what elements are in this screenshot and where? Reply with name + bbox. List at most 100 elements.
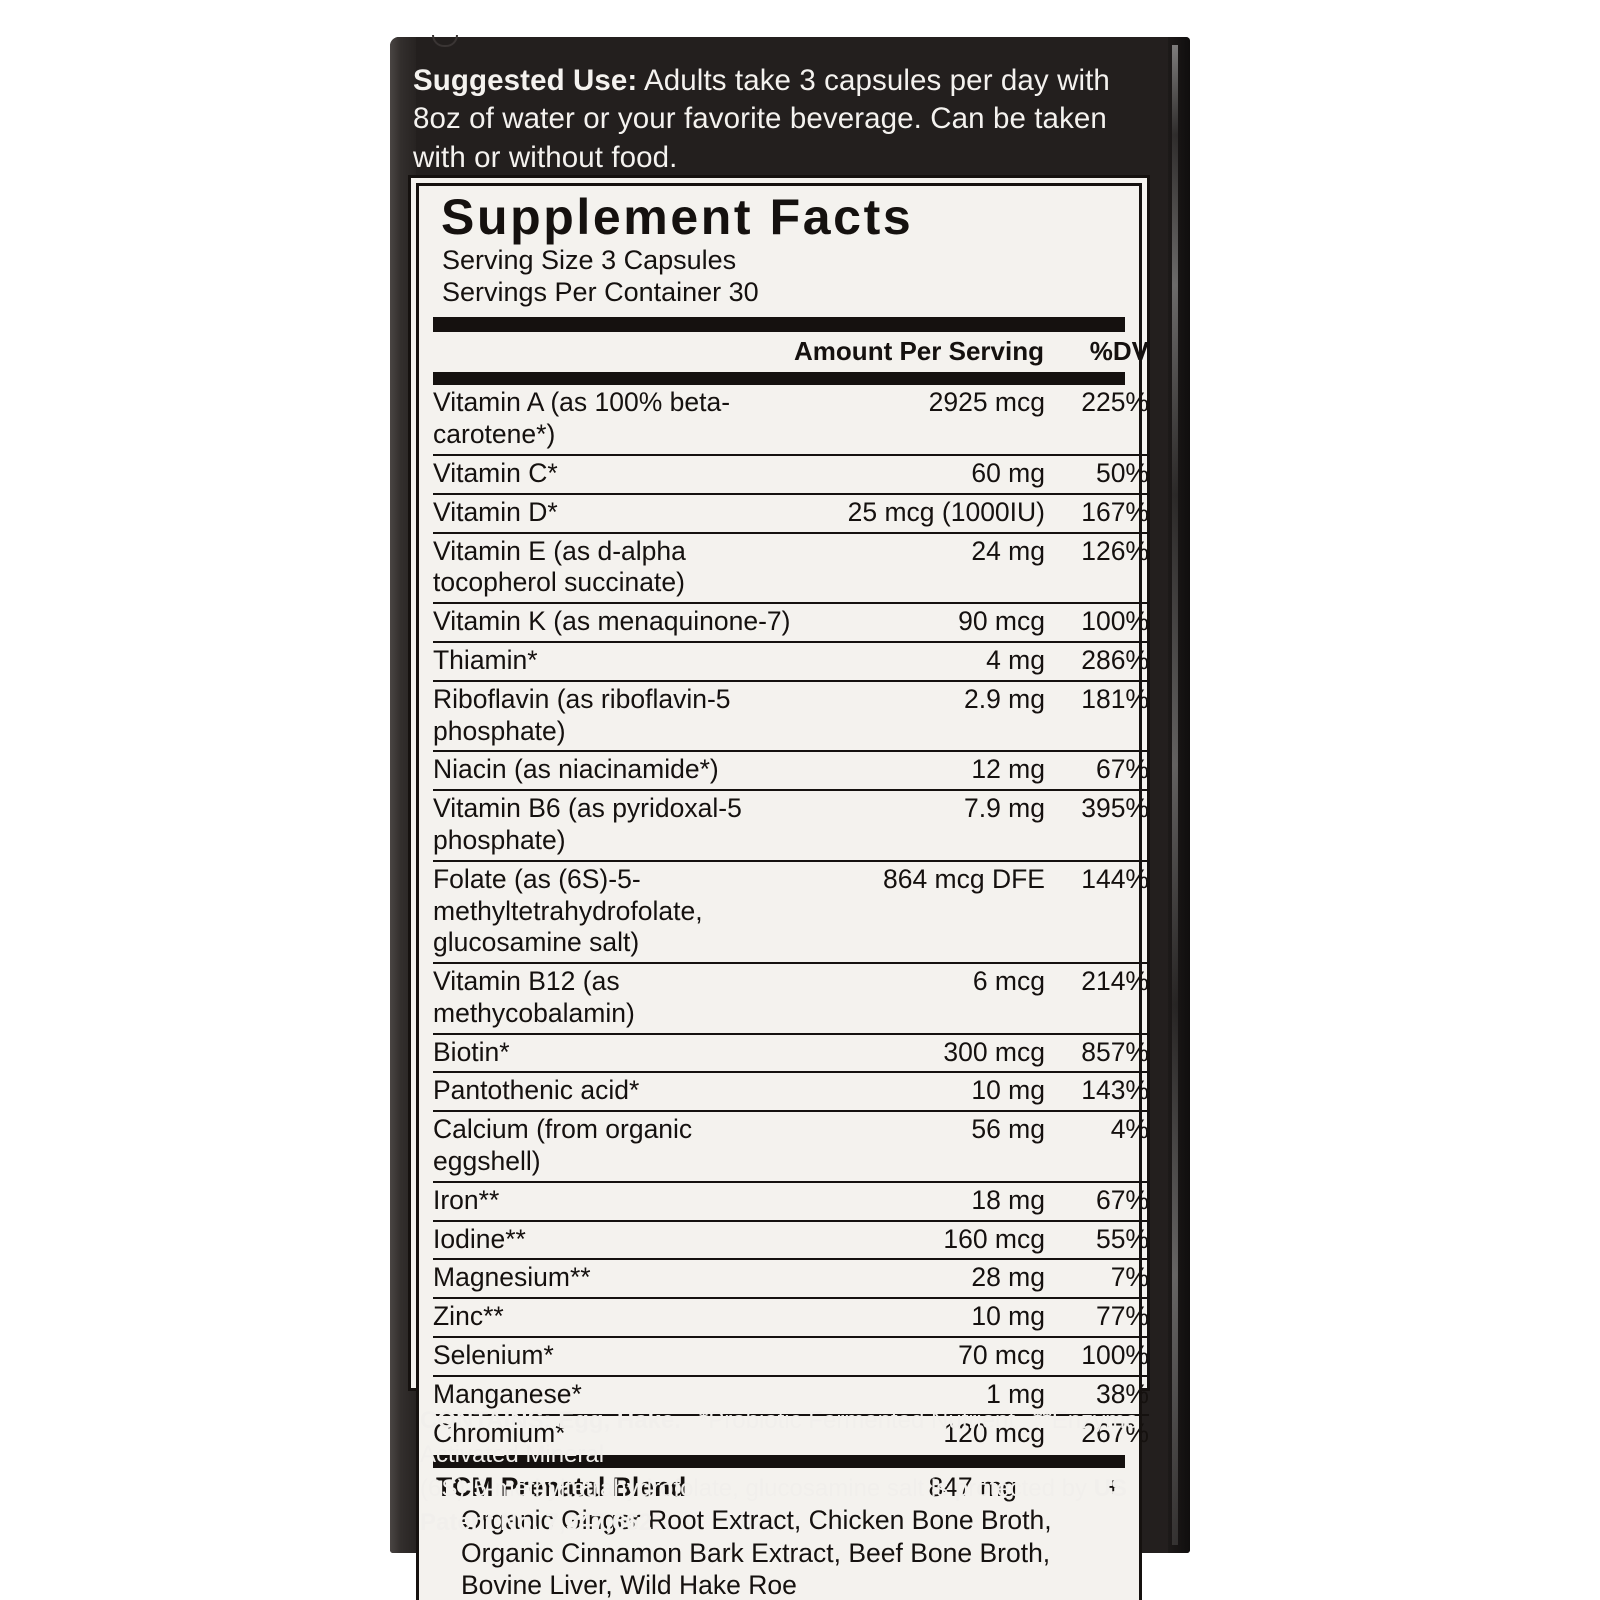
nutrient-amount: 18 mg xyxy=(793,1181,1045,1222)
blend-amount: 847 mg xyxy=(928,1472,1017,1503)
nutrient-amount: 2.9 mg xyxy=(793,680,1045,753)
supplement-facts-title: Supplement Facts xyxy=(441,189,914,245)
nutrient-amount: 70 mcg xyxy=(793,1337,1045,1377)
nutrient-name: Thiamin* xyxy=(433,641,793,682)
nutrient-dv: 857% xyxy=(1045,1033,1149,1074)
nutrient-amount: 28 mg xyxy=(793,1259,1045,1300)
table-row: Vitamin A (as 100% beta-carotene*) 2925 m… xyxy=(433,385,1149,456)
table-row: Vitamin C* 60 mg 50% xyxy=(433,454,1149,495)
nutrient-dv: 144% xyxy=(1045,860,1149,965)
supplement-facts-inner: Supplement Facts Serving Size 3 Capsules… xyxy=(416,183,1149,1600)
nutrient-amount: 24 mg xyxy=(793,532,1045,605)
nutrient-name: Zinc** xyxy=(433,1298,793,1339)
patent-number: US Patent No. 7,947,662 xyxy=(420,1475,1127,1537)
nutrient-amount: 60 mg xyxy=(793,454,1045,495)
footnote-line-1: CONTAINS: Egg, Hake. *Probiotic Fermented… xyxy=(420,1404,1150,1472)
nutrient-dv: 77% xyxy=(1045,1298,1149,1339)
nutrient-rows-table: Vitamin A (as 100% beta-carotene*) 2925 m… xyxy=(433,385,1149,1452)
nutrient-dv: 100% xyxy=(1045,1337,1149,1377)
nutrient-dv: 50% xyxy=(1045,454,1149,495)
supplement-facts-box: Supplement Facts Serving Size 3 Capsules… xyxy=(416,183,1149,1600)
nutrient-amount: 6 mcg xyxy=(793,963,1045,1035)
carton-top-notch xyxy=(432,35,458,47)
blend-name: TCM Prenatal Blend xyxy=(436,1472,687,1503)
suggested-use-text: Adults take 3 capsules per day with 8oz … xyxy=(413,64,1110,174)
nutrient-name: Folate (as (6S)-5-methyltetrahydrofolate… xyxy=(433,860,793,965)
footnote-line-2: (6S)-5-methyltetrahydrofolate, glucosami… xyxy=(420,1472,1150,1540)
nutrient-name: Magnesium** xyxy=(433,1259,793,1300)
suggested-use-block: Suggested Use: Adults take 3 capsules pe… xyxy=(413,62,1143,177)
nutrient-name: Vitamin K (as menaquinone-7) xyxy=(433,603,793,643)
nutrient-dv: 286% xyxy=(1045,641,1149,682)
table-row: Calcium (from organic eggshell) 56 mg 4% xyxy=(433,1111,1149,1183)
nutrient-amount: 160 mcg xyxy=(793,1220,1045,1261)
nutrient-dv: 100% xyxy=(1045,603,1149,643)
nutrient-amount: 4 mg xyxy=(793,641,1045,682)
footnotes-block: CONTAINS: Egg, Hake. *Probiotic Fermented… xyxy=(420,1404,1150,1540)
nutrient-dv: 214% xyxy=(1045,963,1149,1035)
nutrient-name: Pantothenic acid* xyxy=(433,1072,793,1113)
nutrition-table: Amount Per Serving %DV xyxy=(433,332,1149,372)
contains-allergens: CONTAINS: Egg, Hake. xyxy=(420,1407,681,1434)
supplement-facts-panel: Supplement Facts Serving Size 3 Capsules… xyxy=(408,175,1150,1600)
table-row: Magnesium** 28 mg 7% xyxy=(433,1259,1149,1300)
nutrient-amount: 12 mg xyxy=(793,751,1045,792)
blend-header-row: TCM Prenatal Blend 847 mg + xyxy=(433,1468,1125,1503)
table-row: Riboflavin (as riboflavin-5 phosphate) 2.… xyxy=(433,680,1149,753)
nutrient-dv: 167% xyxy=(1045,493,1149,534)
nutrient-name: Chromium* xyxy=(433,1417,566,1448)
header-blank xyxy=(433,332,793,372)
nutrient-dv: 143% xyxy=(1045,1072,1149,1113)
table-row: Pantothenic acid* 10 mg 143% xyxy=(433,1072,1149,1113)
table-row: Zinc** 10 mg 77% xyxy=(433,1298,1149,1339)
patent-text: (6S)-5-methyltetrahydrofolate, glucosami… xyxy=(420,1475,1094,1503)
nutrient-amount: 120 mcg xyxy=(943,1417,1045,1448)
nutrient-amount: 25 mcg (1000IU) xyxy=(793,493,1045,534)
table-row: Vitamin E (as d-alpha tocopherol succina… xyxy=(433,532,1149,605)
table-row: Biotin* 300 mcg 857% xyxy=(433,1033,1149,1074)
table-row: Folate (as (6S)-5-methyltetrahydrofolate… xyxy=(433,860,1149,965)
nutrient-amount: 10 mg xyxy=(793,1298,1045,1339)
nutrient-dv: 38% xyxy=(1045,1375,1149,1416)
header-amount-per-serving: Amount Per Serving xyxy=(794,336,1044,367)
nutrient-amount: 56 mg xyxy=(793,1111,1045,1183)
nutrient-name: Riboflavin (as riboflavin-5 phosphate) xyxy=(433,680,793,753)
header-rule-bottom xyxy=(433,372,1125,386)
nutrient-dv: 267% xyxy=(1081,1417,1149,1448)
nutrient-amount: 7.9 mg xyxy=(793,790,1045,862)
table-row: Chromium* 120 mcg 267% xyxy=(433,1415,1149,1453)
carton-edge-glint xyxy=(1172,45,1178,1545)
table-row: Niacin (as niacinamide*) 12 mg 67% xyxy=(433,751,1149,792)
nutrient-name: Vitamin E (as d-alpha tocopherol succina… xyxy=(433,532,793,605)
nutrient-name: Vitamin C* xyxy=(433,454,793,495)
nutrient-name: Vitamin B12 (as methycobalamin) xyxy=(433,963,793,1035)
blend-rule-top xyxy=(433,1455,1125,1469)
nutrient-amount: 1 mg xyxy=(793,1375,1045,1416)
nutrient-name: Niacin (as niacinamide*) xyxy=(433,751,793,792)
serving-size: Serving Size 3 Capsules xyxy=(442,245,737,275)
nutrient-dv: 55% xyxy=(1045,1220,1149,1261)
suggested-use-label: Suggested Use: xyxy=(413,64,638,97)
blend-dv-symbol: + xyxy=(1105,1472,1121,1503)
table-row: Thiamin* 4 mg 286% xyxy=(433,641,1149,682)
nutrient-name: Iron** xyxy=(433,1181,793,1222)
nutrient-dv: 7% xyxy=(1045,1259,1149,1300)
table-row: Iron** 18 mg 67% xyxy=(433,1181,1149,1222)
nutrient-name: Biotin* xyxy=(433,1033,793,1074)
nutrient-amount: 90 mcg xyxy=(793,603,1045,643)
table-row: Selenium* 70 mcg 100% xyxy=(433,1337,1149,1377)
nutrient-name: Selenium* xyxy=(433,1337,793,1377)
nutrient-amount: 10 mg xyxy=(793,1072,1045,1113)
header-percent-dv: %DV xyxy=(1089,336,1149,367)
nutrient-name: Vitamin B6 (as pyridoxal-5 phosphate) xyxy=(433,790,793,862)
header-rule-top xyxy=(433,317,1125,333)
servings-per-container: Servings Per Container 30 xyxy=(442,276,759,307)
table-row: Vitamin K (as menaquinone-7) 90 mcg 100% xyxy=(433,603,1149,643)
nutrient-name: Iodine** xyxy=(433,1220,793,1261)
table-row: Vitamin B12 (as methycobalamin) 6 mcg 214% xyxy=(433,963,1149,1035)
nutrient-dv: 126% xyxy=(1045,532,1149,605)
table-header-row: Amount Per Serving %DV xyxy=(433,332,1149,372)
nutrient-name: Calcium (from organic eggshell) xyxy=(433,1111,793,1183)
nutrient-dv: 181% xyxy=(1045,680,1149,753)
